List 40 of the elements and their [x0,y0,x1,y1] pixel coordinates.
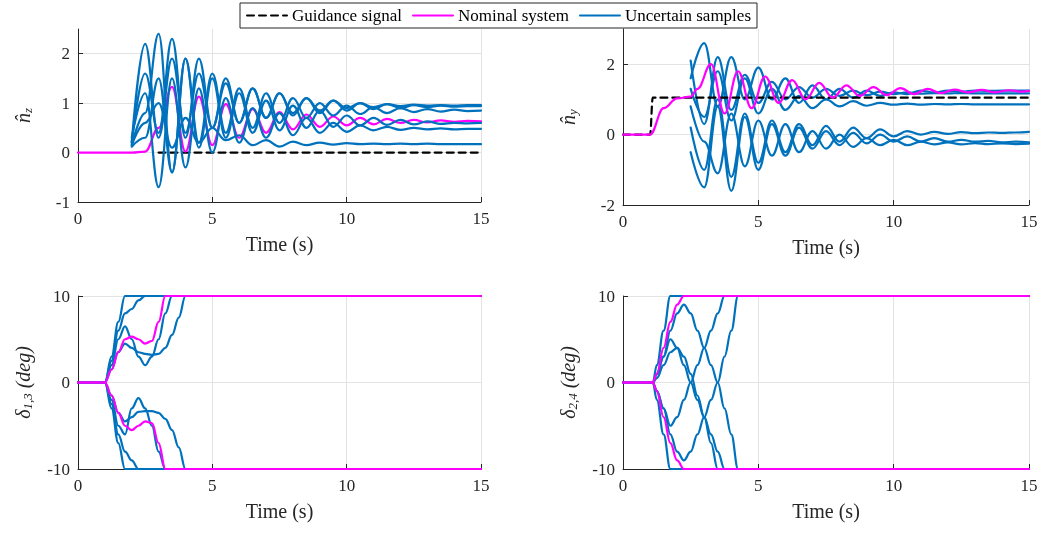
x-tick-label: 5 [754,476,763,495]
y-tick-label: 0 [61,143,70,163]
y-tick-label: 2 [606,54,615,74]
x-tick-label: 5 [208,209,217,228]
x-tick-label: 5 [754,212,763,231]
y-tick-label: 0 [61,373,70,392]
x-tick-label: 0 [73,209,83,228]
y-axis-title: n̂z [11,107,35,124]
y-tick-label: 10 [598,286,615,306]
x-tick-label: 10 [885,476,903,495]
x-tick-label: 15 [1020,212,1038,231]
y-axis-title: δ2,4 (deg) [556,345,580,419]
x-tick-label: 10 [338,476,356,495]
y-tick-label: -10 [47,459,70,479]
legend-label: Nominal system [457,6,569,25]
y-tick-label: -10 [592,459,615,479]
y-tick-label: 0 [606,125,615,145]
y-tick-label: -2 [600,195,615,215]
y-axis-title: n̂y [556,108,580,125]
x-tick-label: 0 [618,212,628,231]
x-axis-title: Time (s) [792,500,860,523]
legend-label: Guidance signal [292,6,403,25]
y-tick-label: 2 [61,44,70,64]
y-tick-label: 10 [53,286,70,306]
x-axis-title: Time (s) [245,500,314,523]
y-axis-title: δ1,3 (deg) [11,345,35,419]
y-tick-label: 0 [606,373,615,392]
x-tick-label: 15 [472,209,490,228]
x-tick-label: 15 [472,476,490,495]
x-tick-label: 10 [338,209,356,228]
x-axis-title: Time (s) [245,233,314,256]
x-tick-label: 0 [618,476,628,495]
legend-label: Uncertain samples [624,6,752,25]
x-tick-label: 15 [1020,476,1038,495]
x-tick-label: 0 [73,476,83,495]
y-tick-label: -1 [55,192,70,212]
x-tick-label: 10 [885,212,903,231]
x-tick-label: 5 [208,476,217,495]
x-axis-title: Time (s) [792,236,860,259]
y-tick-label: 1 [61,93,70,113]
